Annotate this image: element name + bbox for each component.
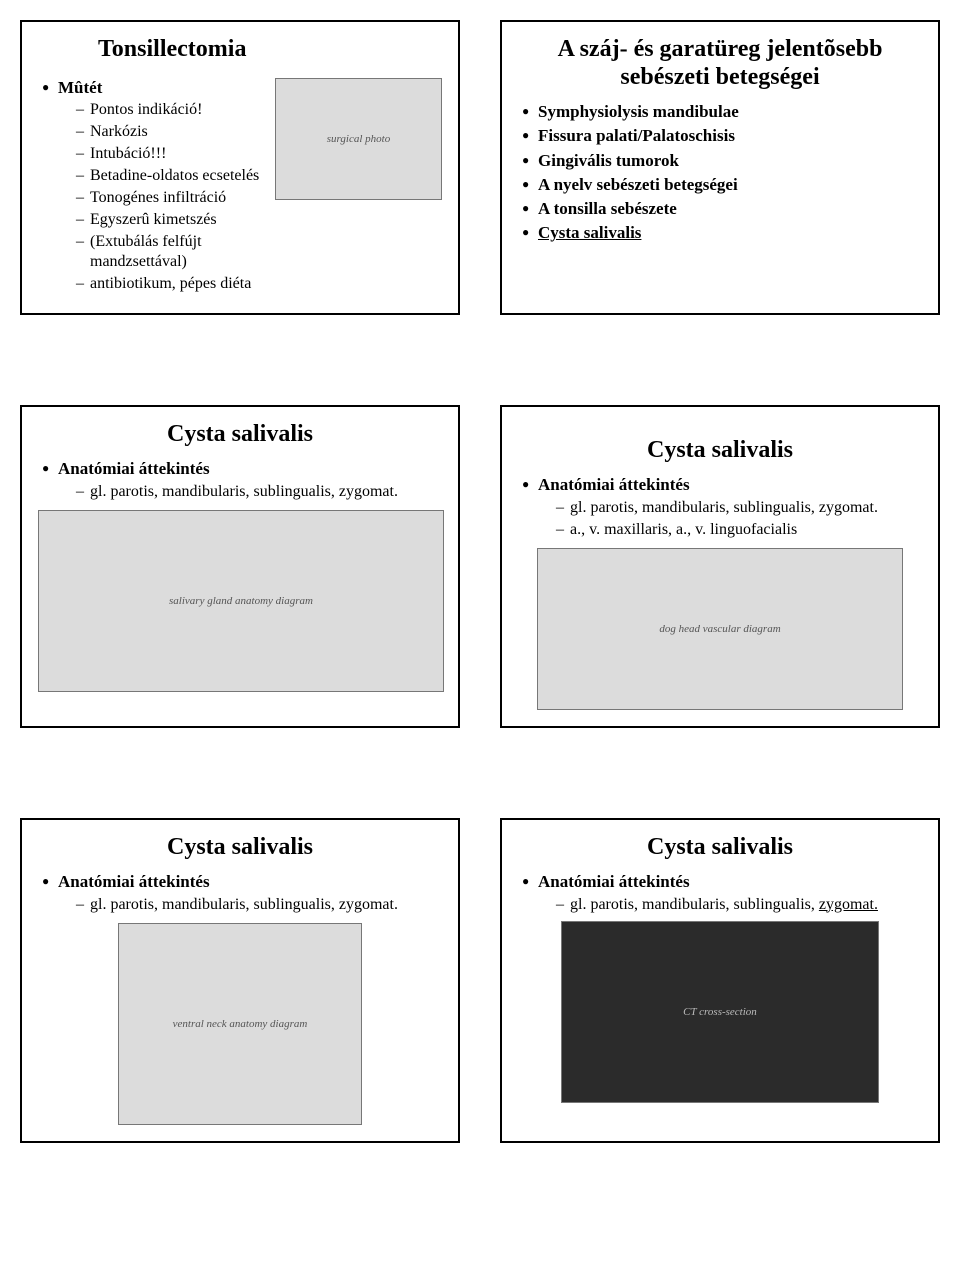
dash-item: Pontos indikáció!	[76, 100, 265, 120]
bullet-underline: Cysta salivalis	[538, 223, 641, 242]
slide-5: Cysta salivalis Anatómiai áttekintés gl.…	[20, 818, 460, 1143]
dash-item: a., v. maxillaris, a., v. linguofacialis	[556, 520, 922, 540]
bullet-label: Mûtét	[58, 78, 102, 97]
slide-4: Cysta salivalis Anatómiai áttekintés gl.…	[500, 405, 940, 728]
anatomy-diagram: salivary gland anatomy diagram	[38, 510, 444, 692]
dash-item: antibiotikum, pépes diéta	[76, 274, 265, 294]
dash-item: gl. parotis, mandibularis, sublingualis,…	[556, 895, 922, 915]
slide1-layout: Mûtét Pontos indikáció! Narkózis Intubác…	[38, 74, 442, 297]
ct-image: CT cross-section	[561, 921, 878, 1103]
dash-item: gl. parotis, mandibularis, sublingualis,…	[76, 482, 442, 502]
slide-6: Cysta salivalis Anatómiai áttekintés gl.…	[500, 818, 940, 1143]
slide-title: Cysta salivalis	[38, 834, 442, 862]
bullet-item: Anatómiai áttekintés gl. parotis, mandib…	[42, 871, 442, 914]
bullet-item: Symphysiolysis mandibulae	[522, 101, 922, 122]
bullet-item: Fissura palati/Palatoschisis	[522, 125, 922, 146]
dash-item: Narkózis	[76, 122, 265, 142]
bullet-item: Anatómiai áttekintés gl. parotis, mandib…	[522, 871, 922, 914]
bullet-item: Anatómiai áttekintés gl. parotis, mandib…	[522, 474, 922, 539]
bullet-label: Anatómiai áttekintés	[538, 872, 690, 891]
slide-title: Cysta salivalis	[518, 437, 922, 465]
bullet-item: A nyelv sebészeti betegségei	[522, 174, 922, 195]
bullet-item: Anatómiai áttekintés gl. parotis, mandib…	[42, 458, 442, 501]
bullet-item: A tonsilla sebészete	[522, 198, 922, 219]
anatomy-diagram: ventral neck anatomy diagram	[118, 923, 362, 1125]
bullet-label: Anatómiai áttekintés	[58, 872, 210, 891]
bullet-label: Anatómiai áttekintés	[58, 459, 210, 478]
bullet-item: Mûtét Pontos indikáció! Narkózis Intubác…	[42, 77, 265, 294]
slide-title: Cysta salivalis	[518, 834, 922, 862]
bullet-item: Cysta salivalis	[522, 222, 922, 243]
surgical-photo: surgical photo	[275, 78, 442, 200]
bullet-item: Gingivális tumorok	[522, 150, 922, 171]
slide-3: Cysta salivalis Anatómiai áttekintés gl.…	[20, 405, 460, 728]
bullet-label: Anatómiai áttekintés	[538, 475, 690, 494]
dash-item: Intubáció!!!	[76, 144, 265, 164]
anatomy-diagram: dog head vascular diagram	[537, 548, 903, 710]
slide-1: Tonsillectomia Mûtét Pontos indikáció! N…	[20, 20, 460, 315]
slide-2: A száj- és garatüreg jelentõsebb sebésze…	[500, 20, 940, 315]
slide-title: Tonsillectomia	[98, 36, 442, 64]
dash-item: Tonogénes infiltráció	[76, 188, 265, 208]
dash-item: gl. parotis, mandibularis, sublingualis,…	[556, 498, 922, 518]
slide1-text: Mûtét Pontos indikáció! Narkózis Intubác…	[38, 74, 265, 297]
slide-title: A száj- és garatüreg jelentõsebb sebésze…	[518, 36, 922, 91]
dash-underline: zygomat.	[819, 896, 878, 913]
dash-item: (Extubálás felfújt mandzsettával)	[76, 232, 265, 272]
dash-item: Egyszerû kimetszés	[76, 210, 265, 230]
dash-item: gl. parotis, mandibularis, sublingualis,…	[76, 895, 442, 915]
slide-grid: Tonsillectomia Mûtét Pontos indikáció! N…	[20, 20, 940, 1143]
slide-title: Cysta salivalis	[38, 421, 442, 449]
dash-item: Betadine-oldatos ecsetelés	[76, 166, 265, 186]
